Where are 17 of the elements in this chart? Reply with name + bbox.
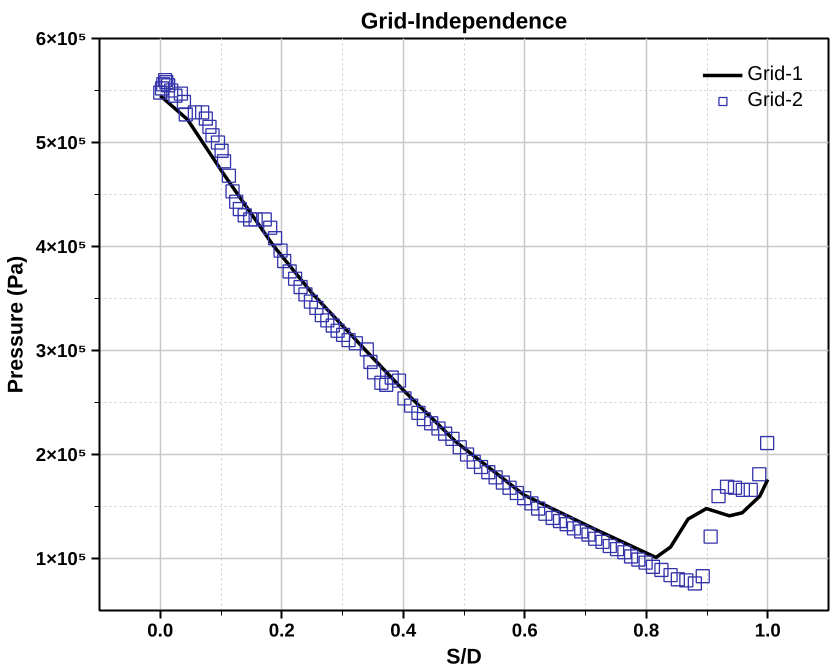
y-tick-label: 1×10⁵: [36, 548, 87, 569]
legend-label: Grid-2: [747, 89, 803, 112]
y-tick-label: 4×10⁵: [36, 236, 87, 257]
chart-title: Grid-Independence: [360, 8, 568, 34]
y-axis-title: Pressure (Pa): [4, 256, 28, 394]
x-tick-label: 0.4: [390, 620, 417, 640]
x-tick-label: 0.8: [633, 620, 660, 640]
y-tick-label: 6×10⁵: [36, 28, 87, 49]
y-tick-label: 2×10⁵: [36, 444, 87, 465]
y-tick-label: 3×10⁵: [36, 340, 87, 361]
x-tick-label: 0.6: [512, 620, 538, 640]
y-tick-label: 5×10⁵: [36, 132, 87, 153]
x-tick-label: 0.2: [268, 620, 295, 640]
x-axis-title: S/D: [446, 644, 482, 668]
x-tick-label: 1.0: [754, 620, 781, 640]
x-tick-label: 0.0: [147, 620, 174, 640]
legend-label: Grid-1: [747, 63, 803, 86]
